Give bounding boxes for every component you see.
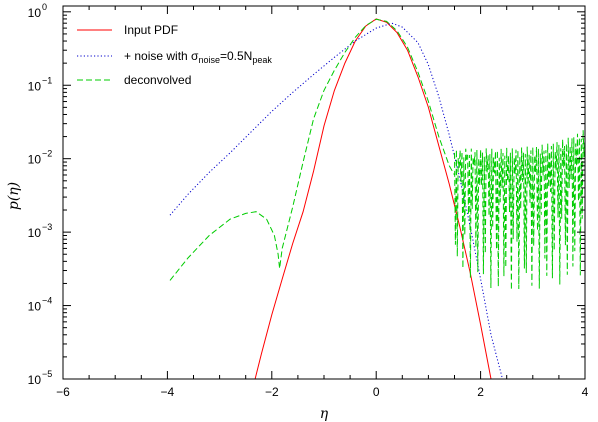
y-tick-exponent: −5: [42, 369, 52, 379]
x-axis: −6 −4 −2 0 2 4: [56, 6, 589, 399]
series-line-dotted: [169, 22, 503, 379]
y-tick-exponent: 0: [42, 2, 47, 12]
deconvolved-noise-oscillation: [454, 130, 585, 291]
y-tick-label: 10: [28, 6, 42, 20]
x-tick-label: −6: [56, 385, 70, 399]
series-line-solid: [254, 18, 503, 379]
y-axis-label: p(η): [6, 182, 22, 210]
x-tick-label: 4: [582, 385, 589, 399]
legend: Input PDF + noise with σnoise=0.5Npeak dec…: [77, 23, 272, 87]
legend-label: + noise with σnoise=0.5Npeak: [124, 49, 272, 65]
y-tick-exponent: −1: [42, 75, 52, 85]
legend-label: deconvolved: [124, 73, 191, 87]
y-tick-exponent: −4: [42, 296, 52, 306]
series-layer: [169, 18, 585, 379]
x-tick-label: 0: [373, 385, 380, 399]
y-tick-label: 10: [28, 153, 42, 167]
x-tick-label: −2: [265, 385, 279, 399]
y-tick-label: 10: [28, 226, 42, 240]
legend-label: Input PDF: [124, 23, 178, 37]
series-line-dashed: [169, 18, 455, 281]
y-tick-label: 10: [28, 373, 42, 387]
y-tick-exponent: −2: [42, 149, 52, 159]
x-tick-label: −4: [161, 385, 175, 399]
y-tick-label: 10: [28, 79, 42, 93]
x-tick-label: 2: [477, 385, 484, 399]
x-axis-label: η: [320, 406, 329, 422]
y-tick-label: 10: [28, 300, 42, 314]
y-tick-exponent: −3: [42, 222, 52, 232]
